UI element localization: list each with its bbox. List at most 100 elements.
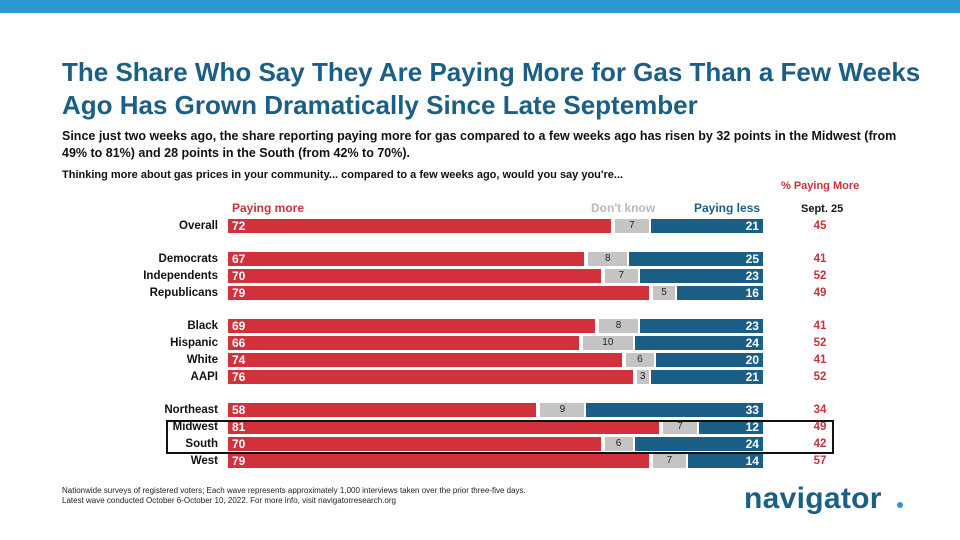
bar-row-west: 79 7 14	[228, 454, 763, 468]
label-paying-more-south: 70	[232, 437, 246, 451]
bar-paying-more-midwest	[228, 420, 660, 434]
label-paying-more-midwest: 81	[232, 420, 246, 434]
bar-dont-know-independents	[604, 269, 638, 283]
footnote-line-1: Nationwide surveys of registered voters;…	[62, 486, 526, 495]
row-label-democrats: Democrats	[158, 253, 218, 265]
label-paying-less-hispanic: 24	[745, 336, 759, 350]
bar-paying-less-northeast	[586, 403, 763, 417]
label-dont-know-republicans: 5	[661, 287, 667, 298]
bar-row-overall: 72 7 21	[228, 219, 763, 233]
bar-paying-more-aapi	[228, 370, 633, 384]
sept-value-white: 41	[813, 354, 827, 366]
label-paying-more-independents: 70	[232, 269, 246, 283]
bar-dont-know-republicans	[652, 286, 676, 300]
bar-paying-more-overall	[228, 219, 612, 233]
bar-dont-know-west	[652, 454, 687, 468]
bar-row-black: 69 8 23	[228, 319, 763, 333]
bar-paying-less-republicans	[677, 286, 763, 300]
bar-paying-more-south	[228, 437, 601, 451]
label-paying-less-aapi: 21	[745, 370, 759, 384]
row-label-independents: Independents	[143, 270, 218, 282]
page-title: The Share Who Say They Are Paying More f…	[62, 57, 921, 120]
bar-paying-less-democrats	[629, 252, 763, 266]
sept-value-overall: 45	[813, 220, 827, 232]
bar-paying-more-white	[228, 353, 622, 367]
label-paying-more-black: 69	[232, 319, 246, 333]
label-dont-know-overall: 7	[629, 220, 635, 231]
label-dont-know-south: 6	[615, 438, 622, 449]
top-accent-bar	[0, 0, 960, 13]
label-paying-less-black: 23	[745, 319, 759, 333]
label-dont-know-white: 6	[637, 354, 643, 365]
bar-paying-less-hispanic	[634, 336, 763, 350]
label-paying-less-northeast: 33	[745, 403, 759, 417]
row-label-hispanic: Hispanic	[170, 337, 218, 349]
bar-paying-less-aapi	[650, 370, 763, 384]
row-label-aapi: AAPI	[190, 371, 218, 383]
bar-paying-less-independents	[639, 269, 763, 283]
bar-row-republicans: 79 5 16	[228, 286, 763, 300]
bar-paying-less-overall	[650, 219, 763, 233]
label-paying-more-northeast: 58	[232, 403, 246, 417]
label-paying-more-hispanic: 66	[232, 336, 246, 350]
label-paying-less-white: 20	[745, 353, 759, 367]
sept-value-republicans: 49	[813, 287, 827, 299]
label-paying-more-aapi: 76	[232, 370, 246, 384]
label-paying-more-white: 74	[232, 353, 246, 367]
bar-dont-know-white	[625, 353, 654, 367]
bar-paying-more-hispanic	[228, 336, 580, 350]
bar-dont-know-aapi	[636, 370, 649, 384]
sept-value-hispanic: 52	[813, 337, 827, 349]
row-label-overall: Overall	[179, 220, 218, 232]
bar-paying-less-south	[634, 437, 763, 451]
label-dont-know-democrats: 8	[605, 253, 611, 264]
navigator-logo: navigator	[744, 482, 882, 515]
bar-dont-know-overall	[615, 219, 649, 233]
bar-paying-more-democrats	[228, 252, 585, 266]
logo-dot-icon	[897, 502, 903, 508]
label-dont-know-independents: 7	[618, 270, 624, 281]
label-paying-less-overall: 21	[745, 219, 759, 233]
bar-row-white: 74 6 20	[228, 353, 763, 367]
footnote: Nationwide surveys of registered voters;…	[62, 486, 526, 506]
label-paying-less-west: 14	[745, 454, 759, 468]
sept-25-header: Sept. 25	[801, 203, 844, 215]
bar-row-independents: 70 7 23	[228, 269, 763, 283]
row-label-republicans: Republicans	[149, 287, 218, 299]
row-label-midwest: Midwest	[172, 421, 218, 433]
row-label-south: South	[185, 438, 218, 450]
label-dont-know-northeast: 9	[559, 404, 566, 415]
bar-paying-more-black	[228, 319, 596, 333]
footnote-line-2: Latest wave conducted October 6-October …	[62, 496, 396, 505]
bar-paying-more-independents	[228, 269, 601, 283]
label-paying-less-independents: 23	[745, 269, 759, 283]
row-label-white: White	[186, 354, 218, 366]
label-dont-know-black: 8	[615, 320, 622, 331]
label-paying-more-republicans: 79	[232, 286, 246, 300]
sept-value-south: 42	[813, 438, 827, 450]
bar-row-south: 70 6 24	[228, 437, 763, 451]
legend-paying-more: Paying more	[232, 201, 305, 215]
bar-row-aapi: 76 3 21	[228, 370, 763, 384]
label-paying-more-overall: 72	[232, 219, 246, 233]
label-dont-know-aapi: 3	[639, 371, 646, 382]
survey-question: Thinking more about gas prices in your c…	[62, 169, 624, 181]
bar-dont-know-midwest	[663, 420, 697, 434]
label-paying-more-west: 79	[232, 454, 246, 468]
sept-value-aapi: 52	[813, 371, 827, 383]
label-paying-more-democrats: 67	[232, 252, 246, 266]
bar-dont-know-northeast	[540, 403, 585, 417]
label-paying-less-south: 24	[745, 437, 759, 451]
bar-paying-less-midwest	[698, 420, 763, 434]
sept-value-democrats: 41	[813, 253, 827, 265]
subtitle: Since just two weeks ago, the share repo…	[62, 129, 897, 160]
legend-paying-less: Paying less	[694, 201, 761, 215]
row-label-west: West	[190, 455, 218, 467]
sept-value-northeast: 34	[813, 404, 827, 416]
label-dont-know-west: 7	[666, 455, 673, 466]
label-paying-less-democrats: 25	[745, 252, 759, 266]
bar-row-hispanic: 66 10 24	[228, 336, 763, 350]
bar-dont-know-black	[599, 319, 638, 333]
bar-paying-less-west	[688, 454, 763, 468]
bar-row-northeast: 58 9 33	[228, 403, 763, 417]
